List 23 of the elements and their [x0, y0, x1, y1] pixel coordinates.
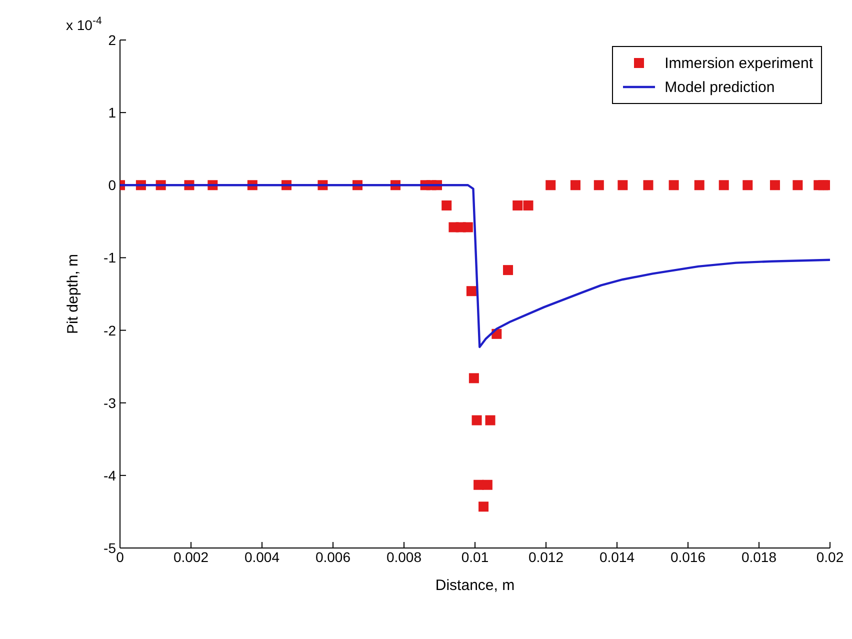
- x-axis-title: Distance, m: [435, 577, 515, 594]
- x-tick-label: 0.01: [461, 548, 489, 565]
- legend-label: Immersion experiment: [664, 54, 813, 72]
- x-tick-label: 0.004: [244, 548, 280, 565]
- y-tick-label: -4: [104, 467, 116, 484]
- legend-label: Model prediction: [664, 78, 775, 96]
- y-tick-label: -2: [104, 322, 116, 338]
- text: x 10$^{-4}$: [66, 15, 102, 33]
- y-tick-label: 1: [108, 104, 116, 121]
- y-tick-label: -5: [104, 540, 116, 556]
- y-axis-title: Pit depth, m: [64, 254, 82, 334]
- x-tick-label: 0.02: [816, 548, 844, 565]
- x-tick-label: 0.006: [315, 548, 351, 565]
- x-tick-label: 0.016: [670, 548, 706, 565]
- x-tick-label: 0.008: [386, 548, 422, 565]
- y-tick-label: -1: [104, 250, 116, 266]
- x-tick-label: 0.002: [173, 548, 209, 565]
- x-tick-label: 0.014: [599, 548, 635, 565]
- x-tick-label: 0.018: [741, 548, 777, 565]
- x-tick-label: 0.012: [528, 548, 564, 565]
- y-tick-label: -3: [104, 394, 116, 411]
- y-tick-label: 0: [108, 177, 116, 194]
- y-tick-label: 2: [108, 32, 116, 48]
